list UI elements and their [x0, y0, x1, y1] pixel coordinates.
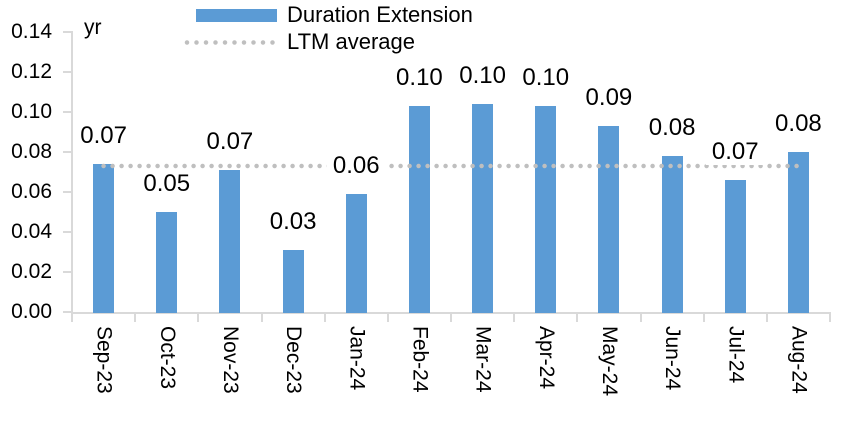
bar-swatch-icon — [196, 8, 277, 22]
y-tick — [63, 311, 71, 313]
bar — [282, 250, 304, 313]
x-tick-label: Jun-24 — [661, 326, 685, 391]
bar-value-label: 0.07 — [74, 123, 133, 149]
legend-item-duration-extension: Duration Extension — [196, 2, 473, 28]
x-tick-label: Nov-23 — [218, 326, 242, 394]
y-tick-label: 0.08 — [11, 140, 52, 163]
x-tick-label: Sep-23 — [92, 326, 116, 394]
bar-value-label: 0.08 — [769, 111, 828, 137]
bar-value-label: 0.07 — [200, 129, 260, 155]
x-tick-label: Apr-24 — [534, 326, 558, 390]
legend-item-ltm-average: LTM average — [183, 29, 415, 55]
bar — [535, 106, 557, 313]
x-tick — [450, 314, 452, 322]
bar — [156, 212, 178, 313]
bar — [724, 180, 746, 313]
x-tick — [513, 314, 516, 322]
dotted-line-swatch-icon — [184, 39, 276, 45]
bar-value-label: 0.05 — [137, 171, 197, 197]
x-tick — [71, 314, 73, 322]
x-tick — [639, 314, 642, 322]
x-tick — [576, 314, 579, 322]
bar — [219, 170, 241, 313]
y-tick — [63, 111, 71, 113]
y-tick — [63, 191, 71, 193]
y-tick-label: 0.00 — [11, 300, 52, 323]
y-tick-label: 0.12 — [11, 60, 52, 83]
bar-value-label: 0.07 — [705, 139, 765, 165]
y-tick — [63, 271, 71, 273]
y-axis-line — [71, 31, 73, 321]
x-tick-label: Feb-24 — [408, 326, 432, 393]
y-tick-label: 0.14 — [11, 20, 52, 43]
y-tick-label: 0.10 — [11, 100, 52, 123]
bar — [93, 164, 115, 313]
x-axis-line — [71, 312, 831, 314]
x-tick — [702, 314, 705, 322]
x-tick — [323, 314, 326, 322]
bar-value-label: 0.10 — [453, 63, 512, 89]
bar-value-label: 0.10 — [516, 65, 576, 91]
x-tick-label: Jan-24 — [345, 326, 369, 391]
bar-value-label: 0.08 — [642, 115, 702, 141]
bar — [472, 104, 494, 313]
bar — [661, 156, 683, 313]
x-tick — [765, 314, 768, 322]
y-tick-label: 0.06 — [11, 180, 52, 203]
bar-value-label: 0.03 — [263, 209, 323, 235]
x-tick-label: Dec-23 — [282, 326, 306, 394]
x-tick — [386, 314, 389, 322]
x-tick — [260, 314, 263, 322]
x-tick-label: Oct-23 — [155, 326, 179, 390]
x-tick — [197, 314, 200, 322]
x-tick-label: Mar-24 — [471, 326, 495, 393]
bar-value-label: 0.10 — [390, 65, 449, 91]
y-tick — [63, 151, 71, 153]
y-tick — [63, 231, 71, 233]
y-axis-unit-label: yr — [84, 16, 102, 39]
x-tick — [134, 314, 137, 322]
legend-label-ltm-average: LTM average — [287, 29, 415, 54]
y-tick — [63, 31, 71, 33]
legend-label-duration-extension: Duration Extension — [287, 2, 473, 27]
y-tick-label: 0.04 — [11, 220, 52, 243]
y-tick-label: 0.02 — [11, 260, 52, 283]
x-tick-label: May-24 — [597, 326, 621, 397]
bar — [787, 152, 809, 313]
bar — [345, 194, 367, 313]
bar — [408, 106, 430, 313]
bar-value-label: 0.06 — [326, 153, 386, 179]
bar-value-label: 0.09 — [579, 85, 639, 111]
x-tick-label: Aug-24 — [787, 326, 811, 394]
x-tick — [829, 314, 831, 322]
y-tick — [63, 71, 71, 73]
bar — [598, 126, 620, 313]
x-tick-label: Jul-24 — [724, 326, 748, 384]
